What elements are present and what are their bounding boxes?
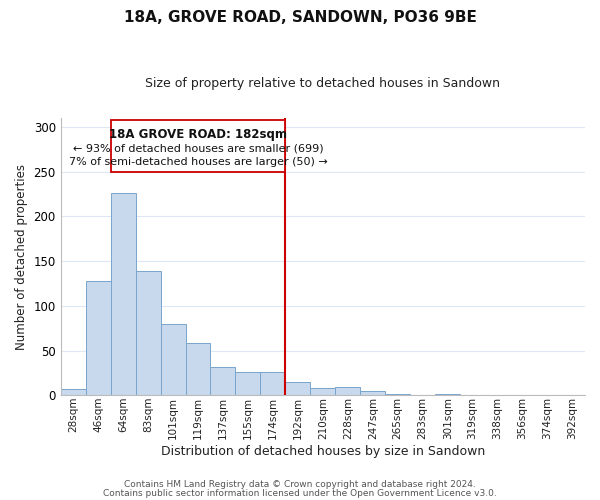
Bar: [185, 342, 211, 396]
Bar: [110, 193, 136, 396]
FancyBboxPatch shape: [110, 120, 286, 172]
Text: 18A, GROVE ROAD, SANDOWN, PO36 9BE: 18A, GROVE ROAD, SANDOWN, PO36 9BE: [124, 10, 476, 25]
Text: 7% of semi-detached houses are larger (50) →: 7% of semi-detached houses are larger (5…: [68, 158, 328, 168]
Bar: [235, 372, 260, 396]
Bar: [286, 382, 310, 396]
Text: 18A GROVE ROAD: 182sqm: 18A GROVE ROAD: 182sqm: [109, 128, 287, 141]
Bar: [211, 367, 235, 396]
Y-axis label: Number of detached properties: Number of detached properties: [15, 164, 28, 350]
Bar: [410, 394, 435, 396]
Bar: [335, 388, 360, 396]
Bar: [136, 271, 161, 396]
Bar: [260, 372, 286, 396]
Bar: [86, 281, 110, 396]
X-axis label: Distribution of detached houses by size in Sandown: Distribution of detached houses by size …: [161, 444, 485, 458]
Bar: [310, 388, 335, 396]
Bar: [385, 394, 410, 396]
Bar: [360, 391, 385, 396]
Bar: [161, 324, 185, 396]
Bar: [435, 394, 460, 396]
Text: Contains public sector information licensed under the Open Government Licence v3: Contains public sector information licen…: [103, 488, 497, 498]
Bar: [485, 394, 510, 396]
Title: Size of property relative to detached houses in Sandown: Size of property relative to detached ho…: [145, 78, 500, 90]
Bar: [61, 389, 86, 396]
Text: ← 93% of detached houses are smaller (699): ← 93% of detached houses are smaller (69…: [73, 144, 323, 154]
Text: Contains HM Land Registry data © Crown copyright and database right 2024.: Contains HM Land Registry data © Crown c…: [124, 480, 476, 489]
